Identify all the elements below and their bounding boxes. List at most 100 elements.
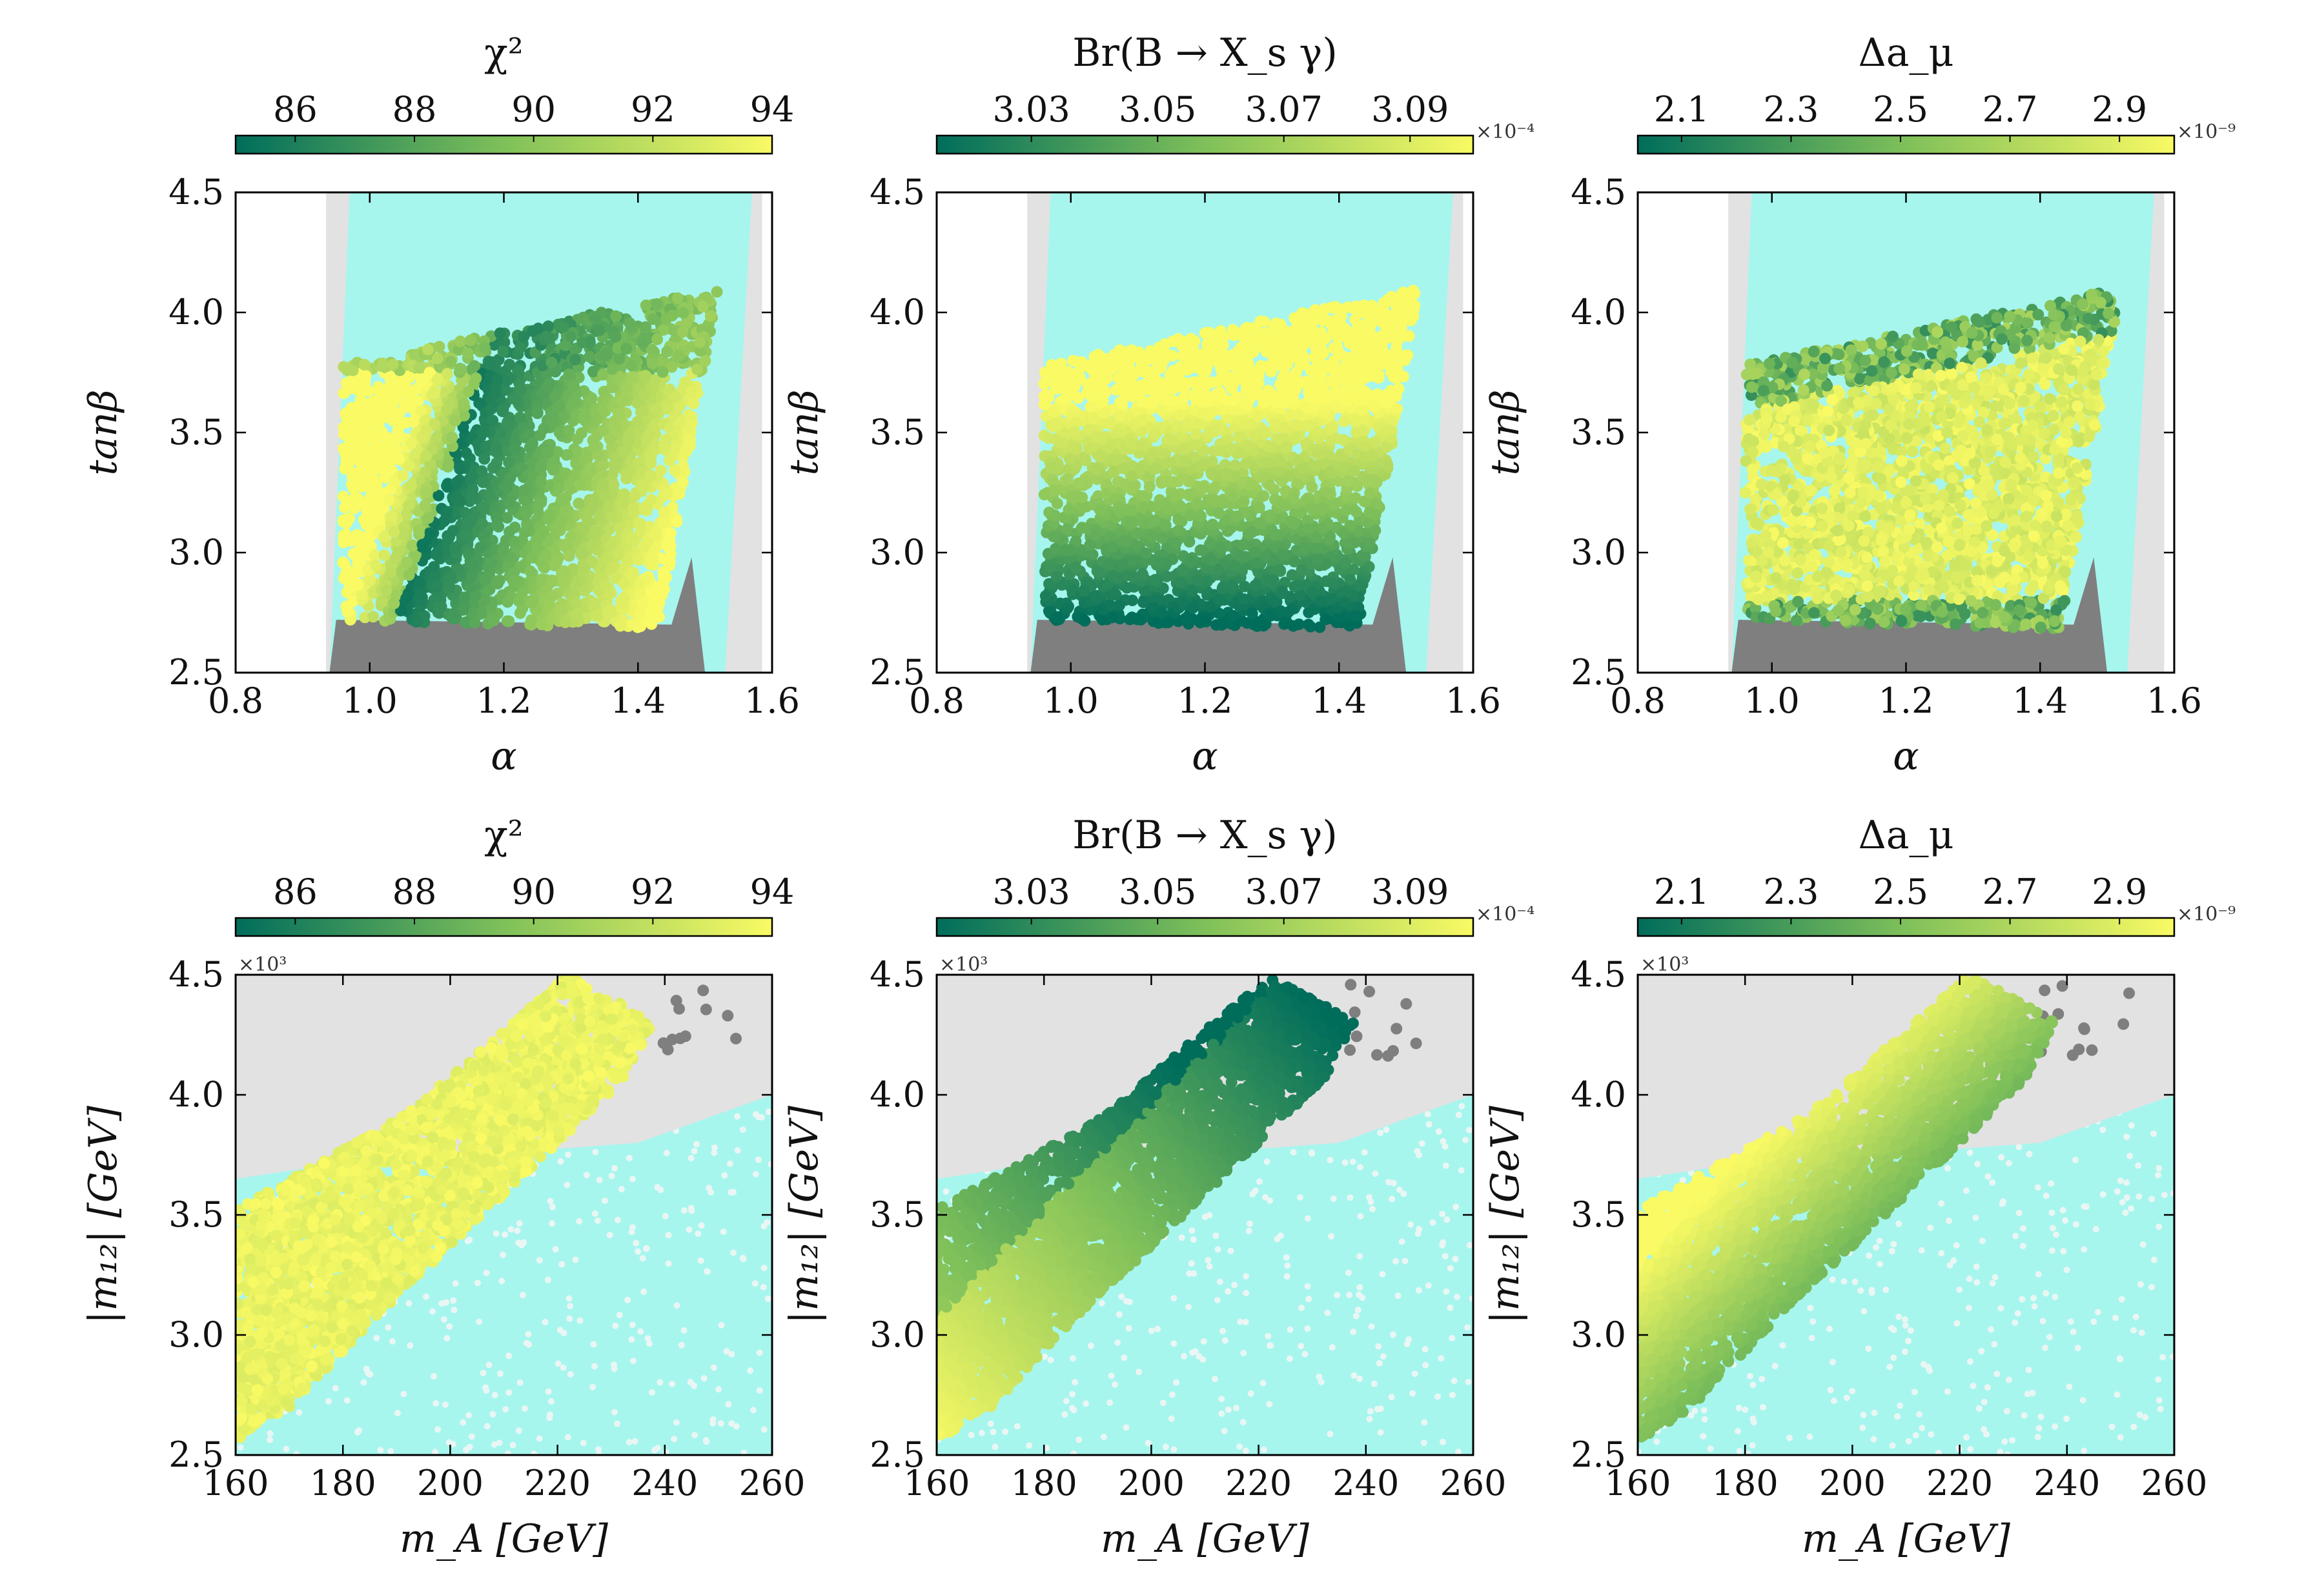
scatter-point [1287,373,1300,385]
scatter-point [1216,391,1228,403]
scatter-point [673,350,686,362]
scatter-point [1278,422,1290,434]
scatter-point [414,576,426,589]
scatter-point [657,576,669,588]
scatter-point [1238,496,1250,507]
scatter-point [1253,517,1265,529]
scatter-point [368,436,380,448]
scatter-point [1228,559,1241,571]
colorbar-tick-label: 86 [273,89,318,130]
scatter-point [1277,330,1289,342]
scatter-point [613,409,626,421]
scatter-point [604,540,617,553]
scatter-point [1253,502,1265,514]
scatter-point [1059,427,1071,440]
scatter-point [357,371,369,383]
scatter-point [343,420,356,433]
scatter-point [1064,453,1075,465]
scatter-point [1290,419,1303,431]
scatter-point [1090,528,1103,540]
scatter-point [597,478,609,490]
scatter-point [1079,615,1091,627]
scatter-point [1061,523,1074,535]
scatter-point [358,359,371,371]
scatter-point [459,591,471,604]
scatter-point [391,535,403,547]
scatter-point [538,423,550,435]
scatter-point [1076,522,1088,534]
scatter-point [1349,372,1361,385]
scatter-point [428,387,440,400]
scatter-point [1051,498,1063,510]
scatter-point [671,516,683,528]
scatter-point [1214,542,1227,554]
scatter-point [501,512,513,524]
scatter-point [572,446,584,458]
scatter-point [397,528,409,540]
scatter-point [1184,362,1196,374]
scatter-point [479,574,491,586]
scatter-point [1107,570,1119,582]
scatter-point [416,538,429,551]
scatter-point [488,615,500,627]
scatter-point [1075,501,1088,513]
scatter-point [1274,564,1287,576]
scatter-point [662,403,674,415]
scatter-point [521,522,533,534]
scatter-point [546,410,558,422]
scatter-point [1159,519,1172,531]
scatter-point [1361,340,1374,352]
scatter-point [518,331,530,343]
scatter-point [470,372,482,384]
scatter-point [1068,425,1081,438]
scatter-point [1182,418,1194,430]
scatter-point [388,383,400,395]
scatter-point [400,509,413,522]
scatter-point [397,469,409,482]
scatter-point [340,377,352,389]
scatter-point [499,384,511,396]
scatter-point [369,474,382,487]
y-tick-label: 4.5 [168,172,224,212]
scatter-point [620,471,633,483]
scatter-point [367,511,380,524]
scatter-point [1359,440,1371,453]
scatter-point [1056,534,1068,547]
x-tick-label: 1.6 [744,680,800,721]
scatter-point [658,516,670,529]
scatter-point [455,363,467,375]
scatter-point [378,549,391,561]
scatter-point [1247,345,1259,358]
excluded-dark-region [329,557,706,673]
scatter-point [1389,298,1401,310]
scatter-point [376,358,389,369]
scatter-point [686,411,698,423]
scatter-point [547,463,559,476]
scatter-point [615,496,627,508]
scatter-point [646,618,658,630]
scatter-point [358,513,370,525]
scatter-point [1084,539,1096,551]
x-axis-label: α [491,734,517,779]
scatter-point [484,488,496,500]
scatter-point [340,447,351,460]
scatter-point [1347,564,1360,576]
scatter-point [1380,441,1392,453]
scatter-point [1044,560,1056,573]
scatter-point [1146,531,1158,543]
scatter-point [477,476,489,489]
scatter-point [352,557,364,569]
scatter-point [666,310,678,322]
scatter-point [478,342,491,354]
scatter-point [1172,524,1185,536]
scatter-point [615,598,627,610]
scatter-point [1096,613,1108,626]
scatter-point [1085,363,1097,375]
scatter-point [586,392,598,404]
scatter-point [1126,595,1138,607]
scatter-point [1390,341,1402,354]
scatter-point [1092,464,1104,476]
scatter-point [460,447,473,459]
scatter-point [1356,549,1369,562]
scatter-point [1338,361,1350,374]
